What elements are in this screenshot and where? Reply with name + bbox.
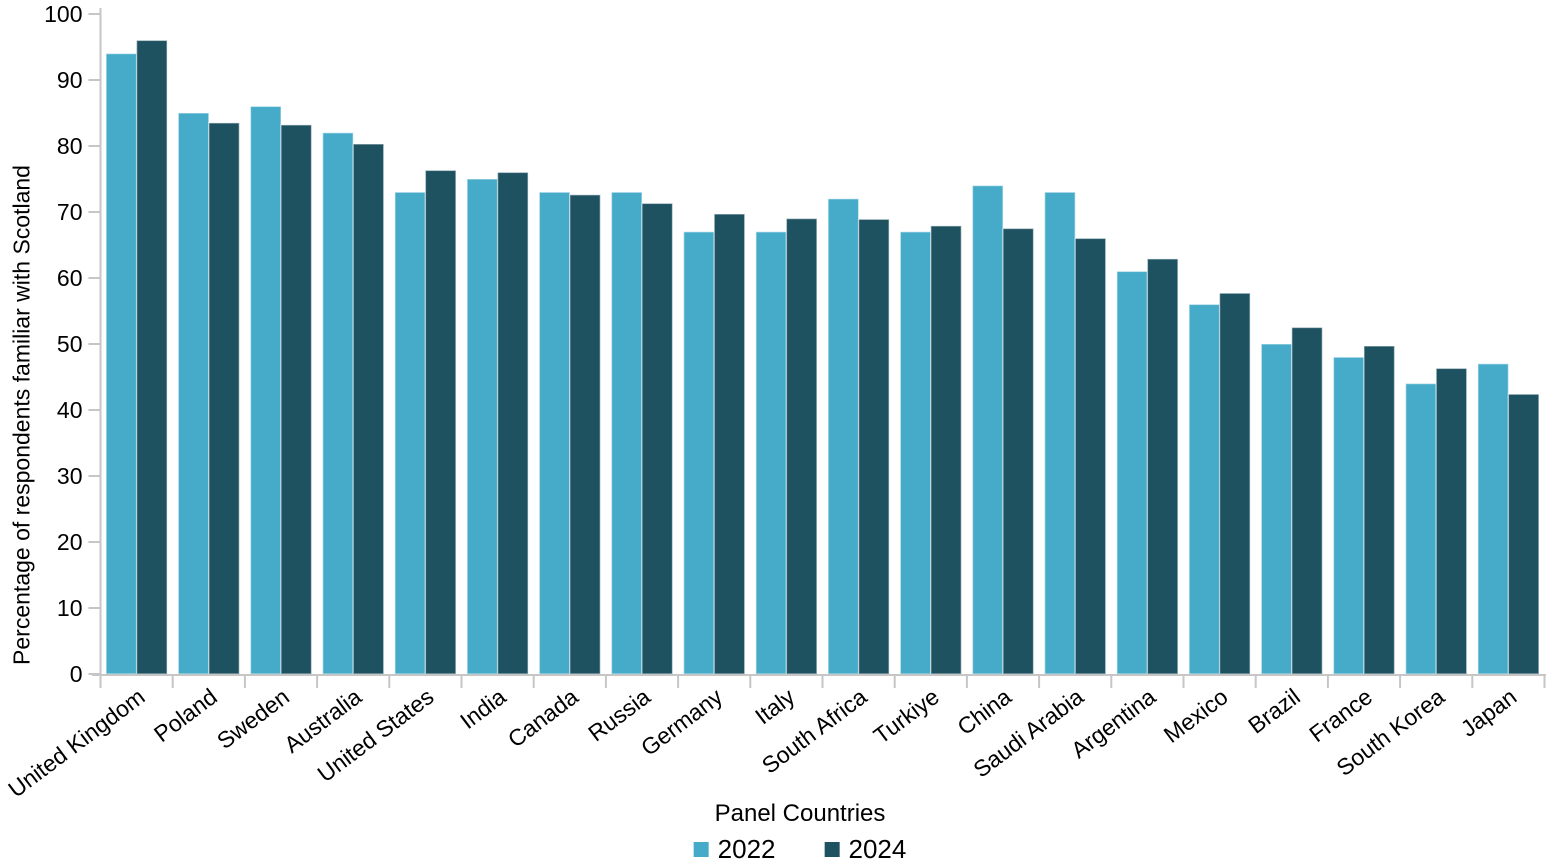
legend-swatch-2024 (824, 841, 840, 857)
y-tick-label: 40 (57, 397, 83, 423)
bar-2022-united-kingdom (105, 52, 138, 675)
bar-2024-brazil (1291, 326, 1323, 675)
legend-swatch-2022 (693, 841, 709, 857)
bar-2022-australia (322, 132, 354, 675)
bar-2024-saudi-arabia (1074, 237, 1107, 675)
bar-2024-turkiye (930, 225, 962, 675)
x-tick-label: India (455, 683, 511, 734)
bar-2022-sweden (249, 105, 282, 675)
y-tick-label: 10 (57, 595, 83, 621)
y-tick-label: 80 (57, 133, 83, 159)
bar-2022-russia (610, 191, 643, 675)
x-axis-title: Panel Countries (714, 800, 886, 827)
bar-2024-united-states (424, 169, 457, 675)
bar-2024-south-africa (857, 218, 890, 675)
y-tick-label: 0 (70, 661, 83, 687)
y-axis-title: Percentage of respondents familiar with … (8, 165, 35, 665)
x-tick-label: Mexico (1159, 683, 1233, 748)
x-tick-label: Poland (149, 683, 222, 747)
x-tick-label: Germany (636, 683, 728, 761)
bar-2024-mexico (1218, 292, 1251, 675)
x-tick-label: China (952, 683, 1016, 740)
x-tick-label: Japan (1456, 683, 1522, 741)
legend-label-2024: 2024 (848, 834, 907, 864)
bar-2022-united-states (394, 191, 427, 675)
y-tick-label: 30 (57, 463, 83, 489)
x-tick-label: Sweden (212, 683, 294, 754)
bar-2024-argentina (1146, 258, 1179, 675)
bar-2024-poland (208, 122, 240, 675)
legend-label-2022: 2022 (717, 834, 776, 864)
bar-2022-canada (538, 191, 571, 675)
bar-2024-china (1002, 227, 1035, 675)
bar-2022-france (1332, 356, 1365, 675)
x-tick-label: Canada (503, 683, 583, 752)
bar-2022-brazil (1260, 343, 1293, 675)
y-tick-label: 20 (57, 529, 83, 555)
bar-2024-south-korea (1435, 367, 1468, 675)
legend: 2022 2024 (693, 834, 907, 864)
bar-2022-south-africa (827, 198, 860, 675)
x-tick-label: Italy (750, 683, 800, 729)
y-tick-label: 100 (44, 1, 82, 27)
bar-2024-australia (352, 143, 385, 675)
bar-2022-argentina (1116, 270, 1149, 675)
bar-2024-japan (1507, 393, 1540, 675)
bar-2024-germany (713, 213, 746, 675)
y-tick-label: 50 (57, 331, 83, 357)
x-tick-label: Turkiye (869, 683, 944, 749)
bar-2022-italy (755, 231, 788, 675)
bar-2024-france (1363, 345, 1396, 675)
bar-2024-canada (569, 194, 601, 675)
bar-2022-germany (683, 231, 715, 675)
bar-2022-poland (177, 112, 210, 675)
y-tick-label: 70 (57, 199, 83, 225)
y-tick-label: 60 (57, 265, 83, 291)
bar-2024-italy (785, 217, 818, 675)
legend-item-2022: 2022 (693, 834, 776, 864)
bar-2024-india (496, 171, 529, 675)
legend-item-2024: 2024 (824, 834, 907, 864)
bar-2022-turkiye (899, 231, 932, 675)
bar-2024-sweden (280, 124, 313, 675)
bar-2022-china (971, 184, 1004, 675)
x-tick-label: United Kingdom (3, 683, 149, 802)
bar-2022-japan (1477, 363, 1510, 675)
bar-2022-mexico (1188, 303, 1221, 675)
bar-2024-russia (641, 202, 674, 675)
x-tick-label: Brazil (1243, 683, 1305, 738)
y-tick-label: 90 (57, 67, 83, 93)
bar-2022-india (466, 178, 499, 675)
bar-2024-united-kingdom (135, 39, 168, 675)
bar-2022-saudi-arabia (1044, 191, 1076, 675)
bar-2022-south-korea (1405, 382, 1437, 675)
